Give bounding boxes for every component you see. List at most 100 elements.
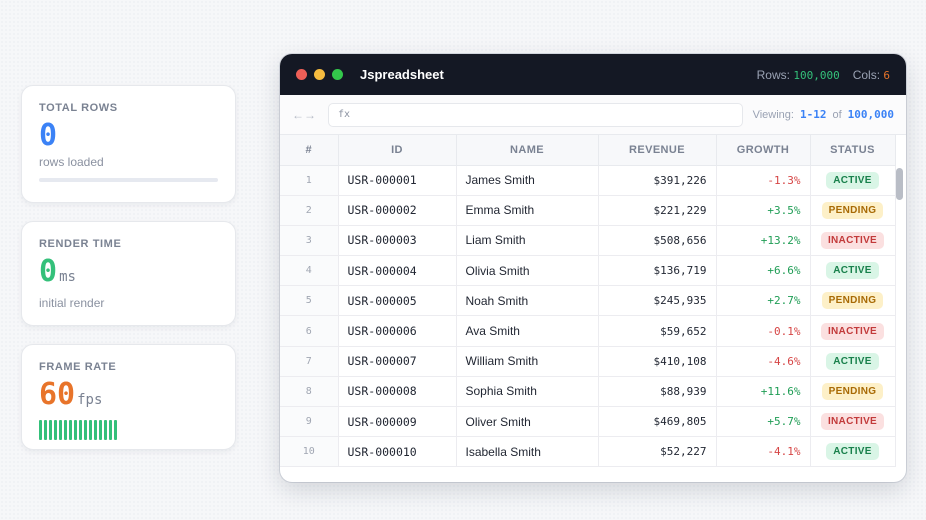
fps-bar [64, 420, 67, 440]
status-badge: PENDING [821, 292, 884, 310]
cell-revenue[interactable]: $52,227 [598, 436, 717, 468]
cell-revenue[interactable]: $88,939 [598, 376, 717, 408]
cols-count-value: 6 [883, 68, 890, 82]
rows-count-label: Rows: [756, 67, 790, 82]
cell-status[interactable]: INACTIVE [810, 225, 896, 257]
cell-growth[interactable]: +3.5% [716, 195, 811, 226]
cell-name[interactable]: Olivia Smith [456, 255, 599, 287]
cell-id[interactable]: USR-000006 [338, 315, 457, 347]
cell-growth[interactable]: -4.1% [716, 436, 811, 468]
cell-id[interactable]: USR-000010 [338, 436, 457, 468]
cell-growth[interactable]: -4.6% [716, 346, 811, 377]
cell-id[interactable]: USR-000009 [338, 406, 457, 438]
cell-revenue[interactable]: $508,656 [598, 225, 717, 257]
cell-status[interactable]: ACTIVE [810, 436, 896, 468]
frame-rate-card: FRAME RATE 60 fps [21, 344, 236, 450]
cell-revenue[interactable]: $59,652 [598, 315, 717, 347]
table-row[interactable]: 10 USR-000010 Isabella Smith $52,227 -4.1% AC… [280, 436, 896, 468]
cell-status[interactable]: ACTIVE [810, 255, 896, 287]
maximize-window-icon[interactable] [332, 69, 343, 80]
cell-name[interactable]: Ava Smith [456, 315, 599, 347]
cell-revenue[interactable]: $136,719 [598, 255, 717, 287]
cell-status[interactable]: PENDING [810, 195, 896, 226]
cell-id[interactable]: USR-000001 [338, 165, 457, 196]
viewing-total: 100,000 [847, 108, 894, 121]
fps-bar [54, 420, 57, 440]
cell-id[interactable]: USR-000004 [338, 255, 457, 287]
row-index[interactable]: 3 [280, 225, 339, 257]
total-rows-card: TOTAL ROWS 0 rows loaded [21, 85, 236, 203]
frame-rate-unit: fps [77, 392, 103, 408]
cell-id[interactable]: USR-000007 [338, 346, 457, 377]
table-row[interactable]: 5 USR-000005 Noah Smith $245,935 +2.7% PENDIN… [280, 285, 896, 317]
row-index[interactable]: 9 [280, 406, 339, 438]
cell-status[interactable]: PENDING [810, 376, 896, 408]
render-time-display: 0 ms [39, 255, 218, 294]
cell-status[interactable]: INACTIVE [810, 406, 896, 438]
close-window-icon[interactable] [296, 69, 307, 80]
table-row[interactable]: 1 USR-000001 James Smith $391,226 -1.3% ACTIV… [280, 165, 896, 196]
cell-growth[interactable]: +5.7% [716, 406, 811, 438]
cell-name[interactable]: William Smith [456, 346, 599, 377]
cell-growth[interactable]: +2.7% [716, 285, 811, 317]
scrollbar-thumb[interactable] [896, 168, 903, 200]
fps-bar [104, 420, 107, 440]
cell-name[interactable]: Liam Smith [456, 225, 599, 257]
column-header[interactable]: REVENUE [598, 135, 717, 166]
column-header[interactable]: GROWTH [716, 135, 811, 166]
cell-growth[interactable]: +13.2% [716, 225, 811, 257]
row-index[interactable]: 1 [280, 165, 339, 196]
cell-name[interactable]: Oliver Smith [456, 406, 599, 438]
vertical-scrollbar[interactable] [896, 168, 903, 468]
table-row[interactable]: 4 USR-000004 Olivia Smith $136,719 +6.6% ACTI… [280, 255, 896, 287]
fps-bar [49, 420, 52, 440]
cell-status[interactable]: ACTIVE [810, 165, 896, 196]
cell-growth[interactable]: +11.6% [716, 376, 811, 408]
column-header[interactable]: STATUS [810, 135, 896, 166]
cell-revenue[interactable]: $410,108 [598, 346, 717, 377]
cell-revenue[interactable]: $221,229 [598, 195, 717, 226]
cell-growth[interactable]: +6.6% [716, 255, 811, 287]
cell-name[interactable]: Noah Smith [456, 285, 599, 317]
table-row[interactable]: 7 USR-000007 William Smith $410,108 -4.6% ACT… [280, 346, 896, 377]
formula-input[interactable]: fx [328, 102, 743, 127]
nav-arrows-icon[interactable]: ←→ [292, 107, 316, 122]
cell-revenue[interactable]: $245,935 [598, 285, 717, 317]
fps-bar [69, 420, 72, 440]
status-badge: ACTIVE [826, 352, 879, 370]
cell-growth[interactable]: -0.1% [716, 315, 811, 347]
table-row[interactable]: 8 USR-000008 Sophia Smith $88,939 +11.6% PEND… [280, 376, 896, 408]
row-index[interactable]: 5 [280, 285, 339, 317]
table-row[interactable]: 2 USR-000002 Emma Smith $221,229 +3.5% PENDIN… [280, 195, 896, 226]
cell-name[interactable]: James Smith [456, 165, 599, 196]
viewing-label: Viewing: [752, 109, 794, 121]
row-index[interactable]: 10 [280, 436, 339, 468]
row-index[interactable]: 4 [280, 255, 339, 287]
row-index[interactable]: 8 [280, 376, 339, 408]
cell-revenue[interactable]: $469,805 [598, 406, 717, 438]
table-row[interactable]: 3 USR-000003 Liam Smith $508,656 +13.2% INACT… [280, 225, 896, 257]
cell-name[interactable]: Isabella Smith [456, 436, 599, 468]
row-index[interactable]: 2 [280, 195, 339, 226]
cell-id[interactable]: USR-000002 [338, 195, 457, 226]
column-header[interactable]: NAME [456, 135, 599, 166]
cell-id[interactable]: USR-000008 [338, 376, 457, 408]
cell-status[interactable]: PENDING [810, 285, 896, 317]
formula-toolbar: ←→ fx Viewing: 1-12 of 100,000 [280, 95, 906, 135]
column-header[interactable]: # [280, 135, 339, 166]
row-index[interactable]: 7 [280, 346, 339, 377]
cell-name[interactable]: Emma Smith [456, 195, 599, 226]
cell-name[interactable]: Sophia Smith [456, 376, 599, 408]
cell-growth[interactable]: -1.3% [716, 165, 811, 196]
table-row[interactable]: 6 USR-000006 Ava Smith $59,652 -0.1% INACTIVE [280, 315, 896, 347]
cell-revenue[interactable]: $391,226 [598, 165, 717, 196]
minimize-window-icon[interactable] [314, 69, 325, 80]
cell-id[interactable]: USR-000005 [338, 285, 457, 317]
table-row[interactable]: 9 USR-000009 Oliver Smith $469,805 +5.7% INAC… [280, 406, 896, 438]
row-index[interactable]: 6 [280, 315, 339, 347]
column-header[interactable]: ID [338, 135, 457, 166]
status-badge: PENDING [821, 382, 884, 400]
cell-status[interactable]: ACTIVE [810, 346, 896, 377]
cell-status[interactable]: INACTIVE [810, 315, 896, 347]
cell-id[interactable]: USR-000003 [338, 225, 457, 257]
